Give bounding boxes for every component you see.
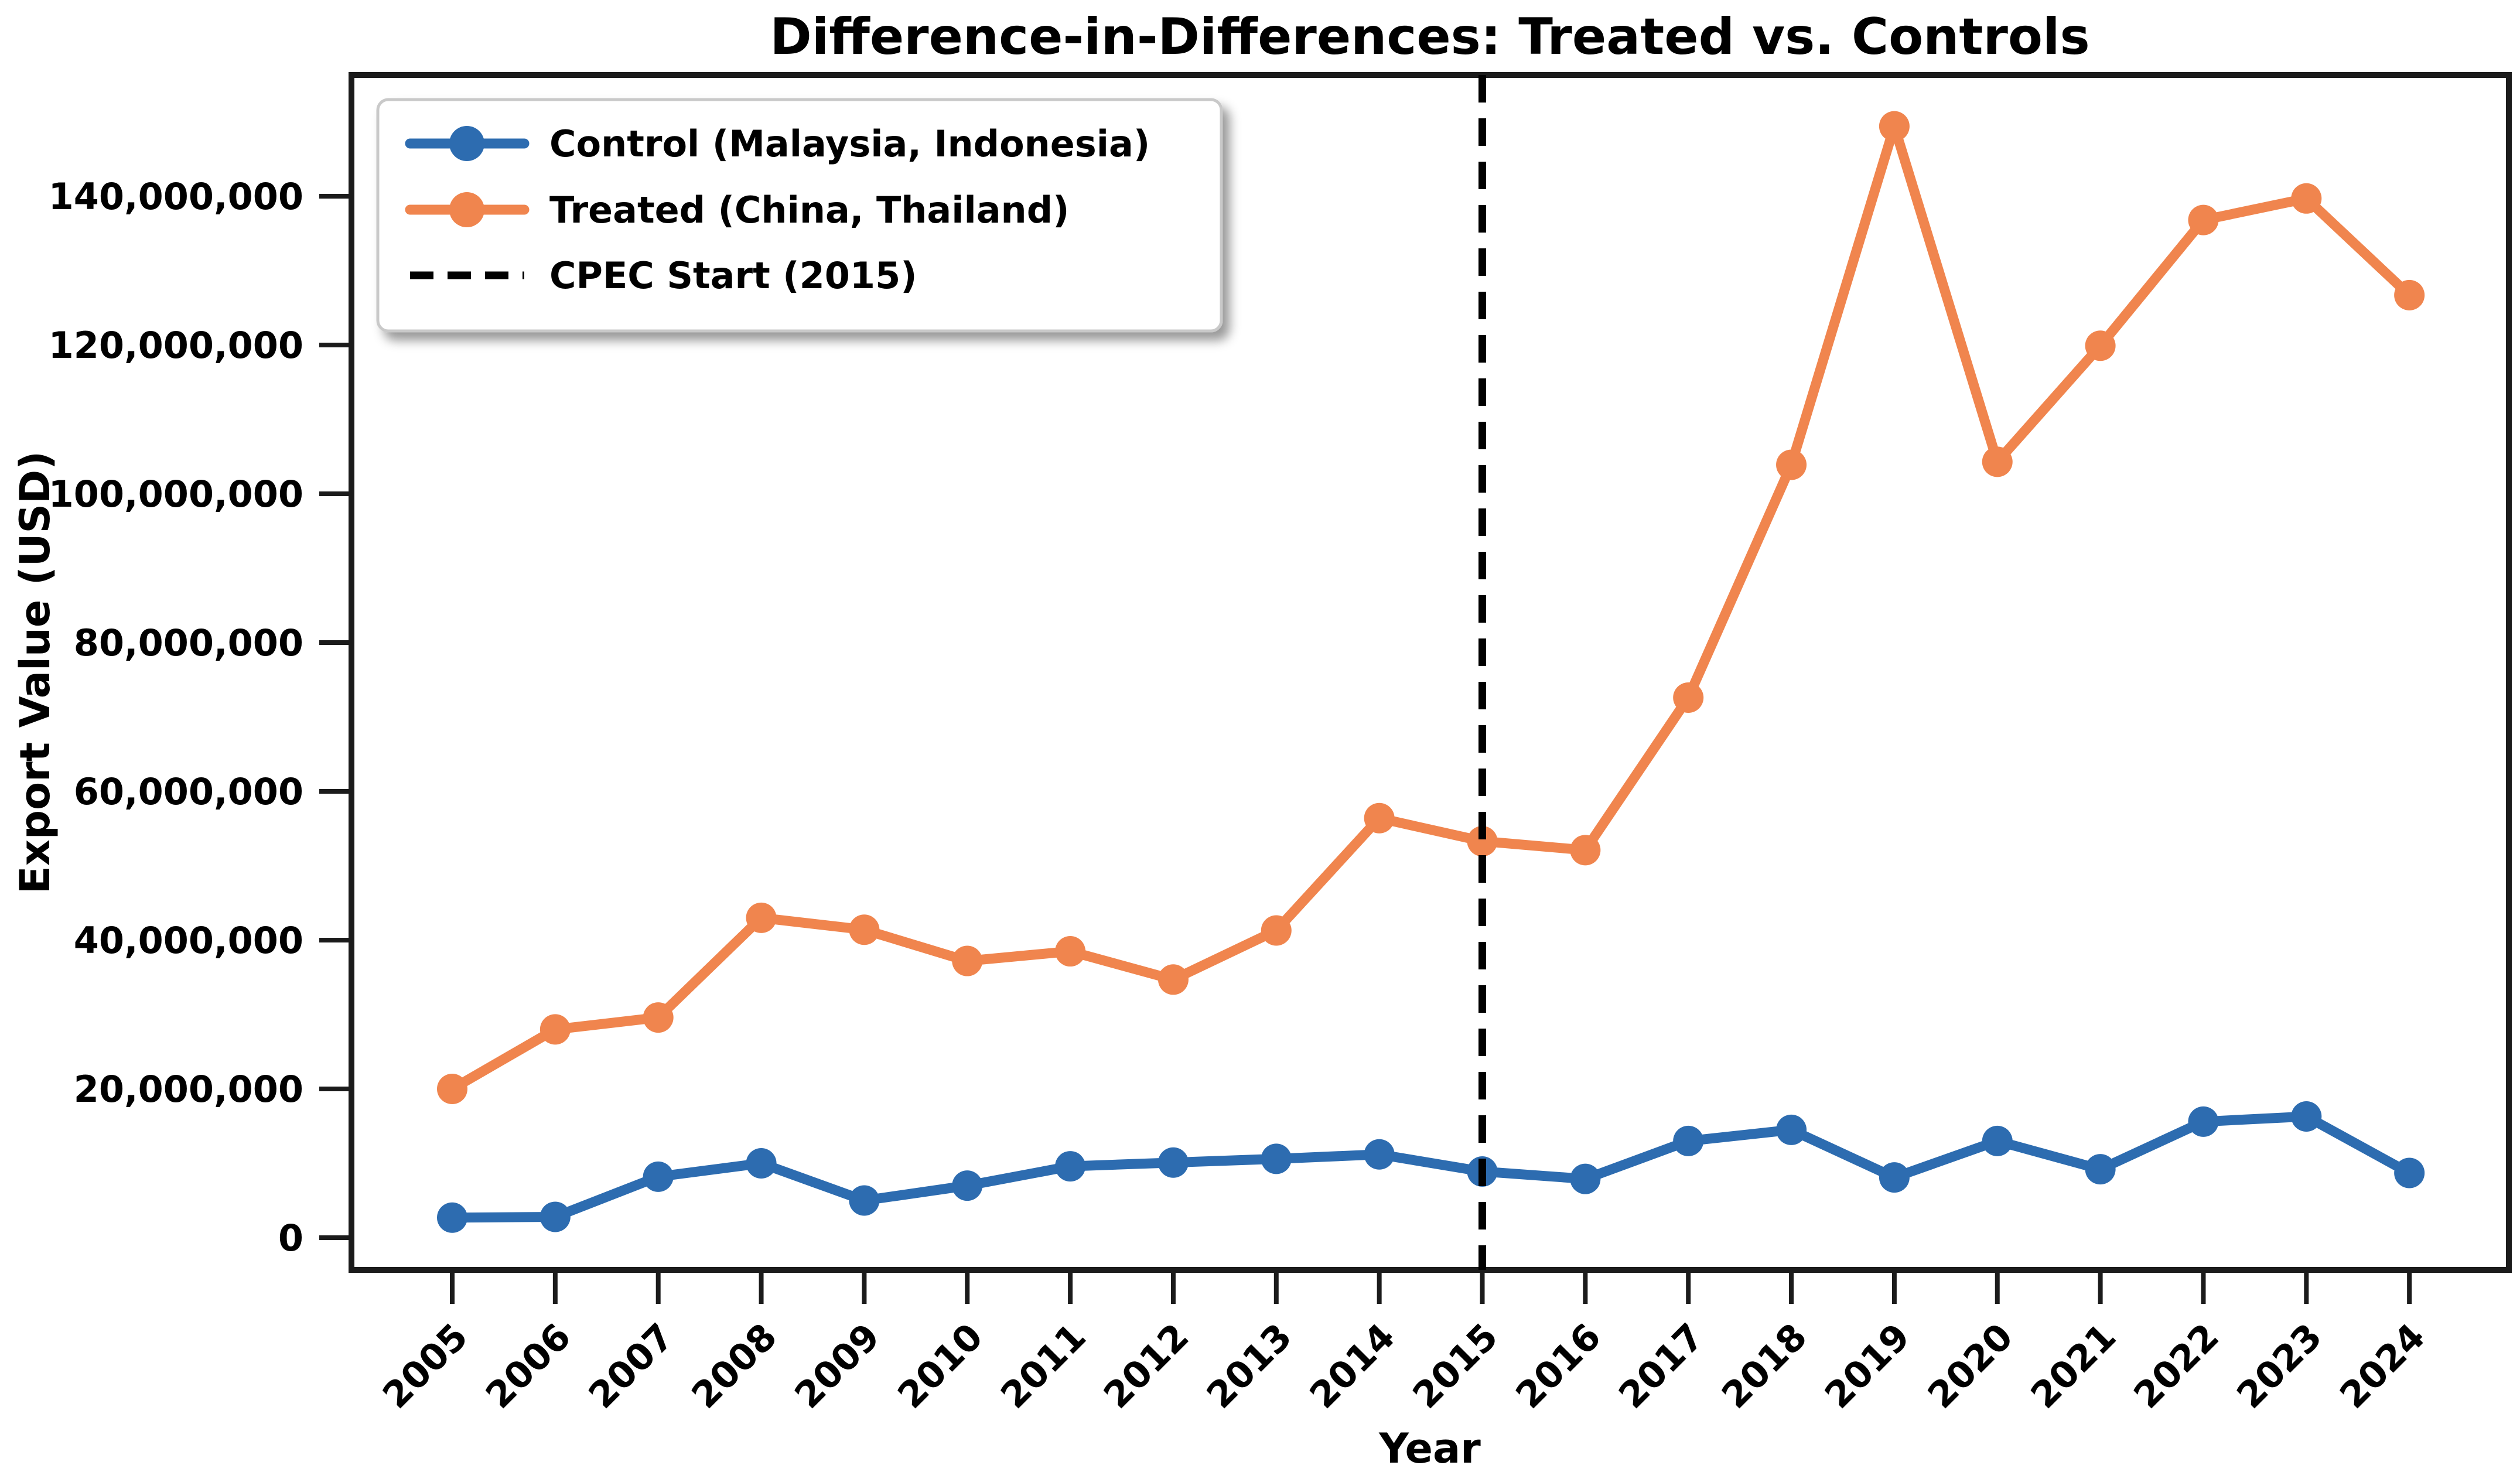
point-control-2008: [746, 1148, 777, 1179]
legend-item-control-marker-dot: [449, 126, 484, 161]
x-tick-label: 2023: [2228, 1315, 2330, 1417]
y-tick-label: 120,000,000: [49, 324, 303, 367]
legend-item-treated: Treated (China, Thailand): [405, 189, 1069, 231]
point-treated-2023: [2291, 183, 2322, 214]
point-treated-2013: [1261, 915, 1292, 946]
point-treated-2015: [1467, 826, 1498, 857]
x-tick-label: 2006: [477, 1315, 579, 1417]
x-tick-label: 2010: [889, 1315, 991, 1417]
x-tick-label: 2021: [2023, 1315, 2125, 1417]
point-treated-2007: [643, 1002, 674, 1033]
point-treated-2008: [746, 902, 777, 933]
x-tick-label: 2008: [684, 1315, 786, 1417]
x-tick-label: 2007: [581, 1315, 682, 1417]
point-treated-2014: [1364, 802, 1395, 834]
point-control-2013: [1261, 1143, 1292, 1174]
point-control-2016: [1570, 1163, 1601, 1194]
x-tick-label: 2024: [2331, 1315, 2433, 1417]
y-tick-label: 20,000,000: [74, 1068, 303, 1111]
control-series-line: [447, 1111, 2415, 1223]
legend-box: [376, 98, 1223, 333]
point-control-2010: [952, 1170, 983, 1201]
point-treated-2018: [1776, 449, 1807, 480]
x-tick-label: 2005: [374, 1315, 476, 1417]
plot-frame: [349, 72, 2512, 1273]
point-control-2018: [1776, 1114, 1807, 1145]
point-treated-2006: [539, 1014, 571, 1045]
x-tick-label: 2016: [1507, 1315, 1609, 1417]
legend: Control (Malaysia, Indonesia) Treated (Ch…: [376, 98, 1223, 333]
point-control-2020: [1982, 1125, 2013, 1156]
y-tick-label: 140,000,000: [49, 175, 303, 218]
x-tick-label: 2018: [1713, 1315, 1815, 1417]
point-control-2022: [2188, 1106, 2219, 1137]
point-treated-2019: [1879, 111, 1910, 142]
legend-item-cpec-start: CPEC Start (2015): [410, 254, 917, 297]
y-tick-label: 80,000,000: [74, 621, 303, 664]
point-control-2014: [1364, 1139, 1395, 1170]
y-tick-label: 100,000,000: [49, 473, 303, 515]
x-tick-label: 2015: [1404, 1315, 1506, 1417]
point-control-2019: [1879, 1162, 1910, 1193]
point-treated-2021: [2085, 330, 2116, 361]
y-tick-label: 40,000,000: [74, 919, 303, 962]
point-treated-2016: [1570, 835, 1601, 866]
point-treated-2020: [1982, 446, 2013, 477]
x-axis-title: Year: [1378, 1425, 1481, 1472]
chart-title: Difference-in-Differences: Treated vs. C…: [770, 8, 2089, 66]
x-tick-label: 2009: [786, 1315, 888, 1417]
legend-item-cpec-start-label: CPEC Start (2015): [549, 254, 917, 297]
x-tick-label: 2013: [1198, 1315, 1300, 1417]
point-control-2005: [437, 1202, 467, 1233]
legend-item-control-label: Control (Malaysia, Indonesia): [549, 122, 1150, 165]
point-control-2007: [643, 1161, 674, 1192]
x-tick-label: 2022: [2125, 1315, 2227, 1417]
x-tick-label: 2012: [1095, 1315, 1197, 1417]
point-control-2011: [1055, 1151, 1086, 1182]
y-tick-label: 60,000,000: [74, 770, 303, 813]
point-control-2006: [539, 1201, 571, 1232]
x-tick-label: 2011: [992, 1315, 1094, 1417]
point-control-2009: [849, 1185, 880, 1216]
point-treated-2005: [437, 1074, 467, 1104]
series-layer: [437, 111, 2425, 1233]
point-treated-2009: [849, 914, 880, 945]
point-treated-2022: [2188, 204, 2219, 235]
point-treated-2010: [952, 945, 983, 976]
point-control-2024: [2394, 1157, 2425, 1188]
point-control-2023: [2291, 1101, 2322, 1132]
legend-item-treated-label: Treated (China, Thailand): [549, 189, 1069, 231]
x-tick-label: 2020: [1920, 1315, 2022, 1417]
point-control-2021: [2085, 1154, 2116, 1185]
x-tick-label: 2017: [1610, 1315, 1712, 1417]
point-control-2017: [1673, 1125, 1704, 1156]
point-treated-2012: [1157, 964, 1189, 995]
y-tick-label: 0: [278, 1217, 303, 1259]
legend-item-treated-marker-dot: [449, 192, 484, 227]
point-treated-2024: [2394, 279, 2425, 310]
point-treated-2011: [1055, 936, 1086, 967]
point-treated-2017: [1673, 682, 1704, 713]
treated-series-line: [447, 121, 2415, 1094]
legend-item-control: Control (Malaysia, Indonesia): [405, 122, 1150, 165]
point-control-2012: [1157, 1147, 1189, 1178]
x-tick-label: 2014: [1302, 1315, 1404, 1417]
y-axis-title: Export Value (USD): [11, 451, 59, 894]
x-tick-label: 2019: [1816, 1315, 1918, 1417]
